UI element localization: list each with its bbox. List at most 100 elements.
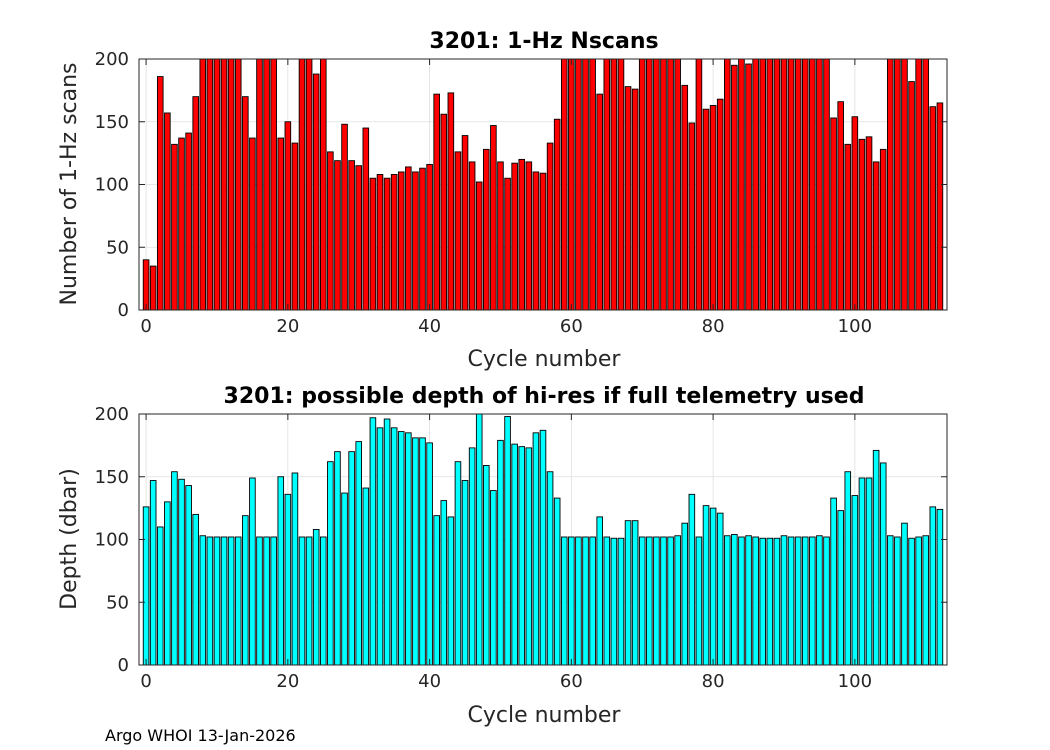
bar (461, 135, 469, 311)
bar (475, 413, 483, 666)
bar (596, 516, 603, 666)
bar (887, 535, 894, 666)
bar (504, 177, 511, 311)
bar (582, 536, 589, 666)
bar (213, 536, 221, 666)
bar (433, 515, 440, 666)
bar (823, 536, 830, 666)
x-tick-label: 20 (276, 316, 299, 337)
bar (844, 471, 852, 666)
bar (199, 535, 207, 666)
chart-depth: 3201: possible depth of hi-res if full t… (57, 384, 948, 728)
bar (915, 536, 922, 666)
bar (327, 461, 334, 666)
bar (412, 171, 419, 311)
x-tick-label: 100 (838, 671, 872, 692)
bar (816, 58, 823, 311)
bar (320, 536, 327, 666)
bar (305, 536, 313, 666)
x-tick-label: 80 (702, 671, 725, 692)
bar (142, 259, 150, 311)
bar (475, 181, 483, 311)
bar (872, 449, 880, 666)
bar (624, 520, 632, 666)
bar (773, 537, 781, 666)
bar (653, 58, 660, 311)
bar (568, 58, 575, 311)
bar (369, 417, 377, 666)
bar (879, 462, 887, 666)
bar (397, 171, 405, 311)
x-tick-label: 40 (418, 316, 441, 337)
bar (518, 446, 526, 666)
bar (277, 137, 285, 311)
bar (745, 535, 752, 666)
bar (525, 447, 533, 666)
y-axis-label: Depth (dbar) (57, 468, 82, 610)
bar (447, 92, 455, 311)
chart-title: 3201: 1-Hz Nscans (429, 29, 658, 54)
bar (362, 127, 370, 311)
bar (242, 96, 249, 311)
bar (178, 478, 185, 666)
y-tick-label: 50 (106, 592, 129, 613)
bar (192, 96, 199, 311)
bar (312, 529, 320, 666)
bar (497, 161, 504, 311)
bar (560, 58, 568, 311)
bar (681, 84, 689, 311)
bar (596, 93, 603, 311)
bar (525, 161, 533, 311)
bar (575, 58, 582, 311)
bar (213, 58, 221, 311)
bar (709, 104, 717, 311)
bar (149, 480, 157, 666)
bar (483, 465, 490, 666)
y-tick-label: 150 (95, 112, 129, 133)
bar (490, 490, 497, 666)
bar (858, 477, 866, 666)
bar (844, 143, 852, 311)
bar (355, 165, 363, 311)
bar (504, 416, 511, 666)
bar (766, 537, 774, 666)
y-axis-label: Number of 1-Hz scans (57, 62, 82, 305)
bar (362, 487, 370, 666)
bar (653, 536, 660, 666)
bar (610, 537, 618, 666)
y-tick-label: 100 (95, 175, 129, 196)
bar (532, 171, 540, 311)
bar (631, 88, 639, 311)
bar (667, 536, 674, 666)
y-tick-label: 200 (95, 404, 129, 425)
bar (589, 58, 596, 311)
bar (539, 172, 547, 311)
bar (809, 58, 816, 311)
bar (263, 536, 270, 666)
bar (674, 58, 681, 311)
bar (780, 535, 788, 666)
bar (270, 536, 277, 666)
bar (192, 513, 199, 666)
bar (908, 537, 915, 666)
bar (405, 166, 412, 311)
bar (716, 98, 724, 311)
bar (270, 58, 277, 311)
bar (731, 64, 738, 311)
bar (922, 535, 930, 666)
bar (936, 102, 944, 311)
bar (752, 536, 759, 666)
bar (376, 427, 384, 666)
bar (724, 58, 731, 311)
bar (894, 536, 901, 666)
x-tick-label: 0 (140, 316, 151, 337)
bar (327, 151, 334, 311)
bar (305, 58, 313, 311)
bar (249, 477, 256, 666)
bar (660, 58, 667, 311)
bar (646, 58, 653, 311)
bar (234, 536, 242, 666)
bar (752, 58, 759, 311)
bar (865, 477, 873, 666)
